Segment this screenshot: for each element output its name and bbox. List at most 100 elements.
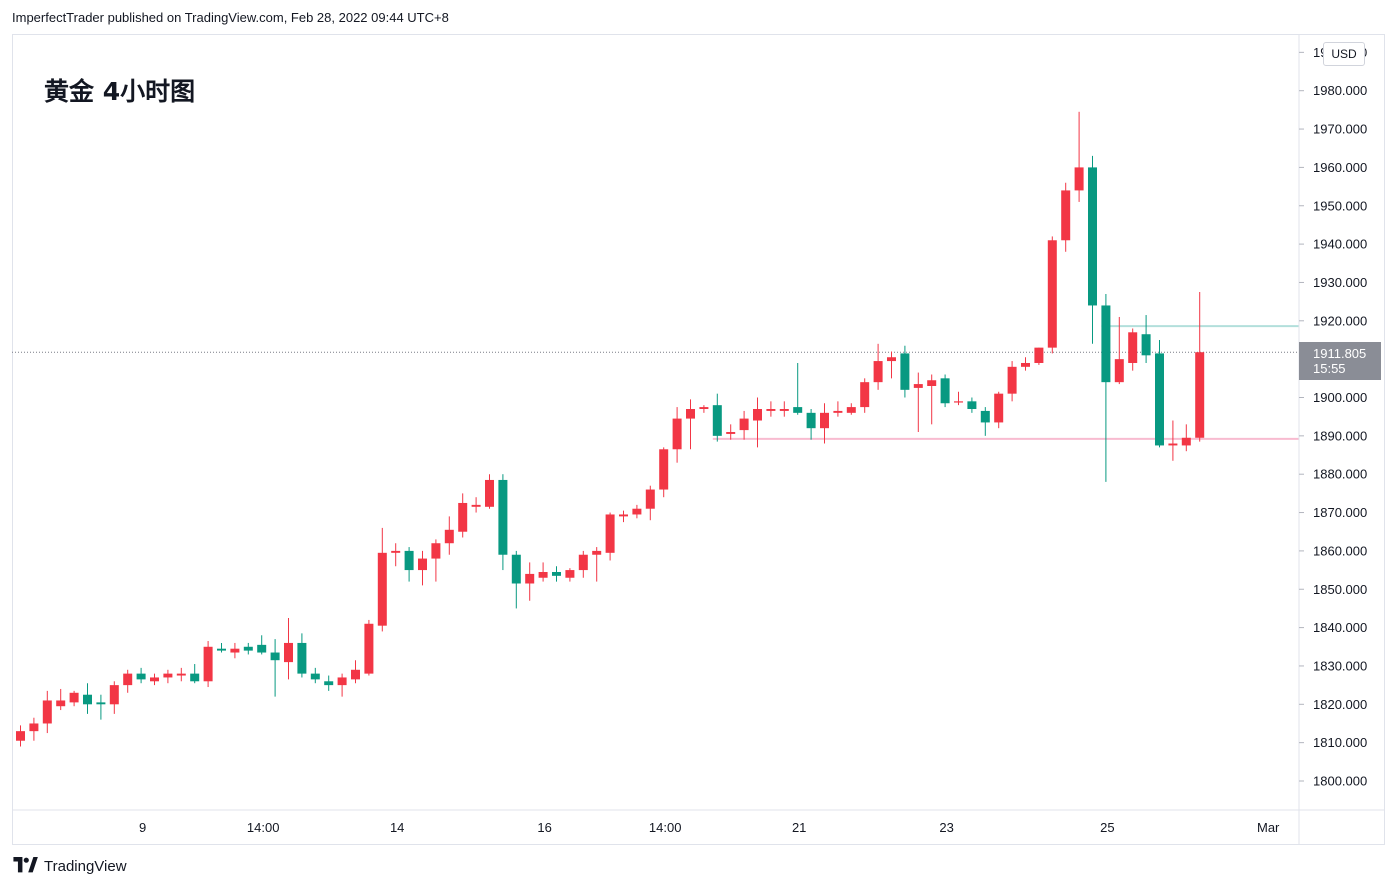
candle[interactable] [83, 683, 92, 714]
candle-body [1061, 190, 1071, 241]
candle[interactable] [485, 474, 494, 509]
candle[interactable] [940, 374, 950, 408]
candle[interactable] [257, 635, 267, 655]
candle-body [203, 646, 213, 682]
candle[interactable] [739, 410, 749, 440]
candle[interactable] [927, 374, 937, 425]
candle[interactable] [1181, 424, 1191, 452]
candle-body [552, 571, 561, 576]
candle[interactable] [619, 510, 628, 523]
candle[interactable] [592, 547, 602, 582]
candle[interactable] [351, 660, 360, 684]
candle[interactable] [1007, 361, 1017, 402]
candle[interactable] [699, 405, 709, 413]
candle[interactable] [176, 667, 186, 682]
candle[interactable] [1074, 111, 1084, 202]
candle[interactable] [310, 667, 320, 684]
candle[interactable] [1034, 347, 1044, 365]
candle[interactable] [96, 694, 106, 720]
candle[interactable] [1061, 182, 1071, 252]
candle[interactable] [846, 403, 856, 415]
candle[interactable] [324, 675, 334, 691]
candle[interactable] [431, 539, 441, 582]
candle[interactable] [712, 393, 722, 442]
candle[interactable] [538, 562, 548, 582]
candle-body [1047, 240, 1057, 348]
candle[interactable] [109, 681, 119, 714]
candle[interactable] [203, 641, 213, 688]
candle[interactable] [511, 550, 521, 609]
candle[interactable] [458, 493, 468, 538]
candle[interactable] [779, 401, 789, 417]
currency-button[interactable]: USD [1323, 42, 1365, 66]
candle[interactable] [833, 401, 843, 417]
candle[interactable] [364, 619, 374, 676]
candle[interactable] [1168, 420, 1178, 461]
candle[interactable] [42, 690, 52, 734]
candle[interactable] [418, 550, 427, 586]
candle[interactable] [230, 642, 240, 659]
candle[interactable] [766, 401, 776, 417]
candle[interactable] [753, 397, 762, 448]
candle[interactable] [645, 485, 655, 521]
candle[interactable] [16, 725, 25, 747]
candle[interactable] [605, 512, 615, 561]
candle-body [56, 700, 66, 707]
candle[interactable] [887, 351, 896, 379]
price-axis: 1800.000 1810.000 1820.000 1830.000 1840.000… [1298, 34, 1367, 845]
candle[interactable] [136, 667, 146, 684]
candle[interactable] [632, 504, 642, 519]
candle[interactable] [1114, 316, 1124, 385]
candle[interactable] [578, 550, 588, 578]
candle[interactable] [994, 391, 1004, 429]
candle[interactable] [954, 391, 963, 406]
candle[interactable] [686, 399, 695, 450]
candle[interactable] [29, 717, 39, 741]
candle[interactable] [967, 397, 977, 413]
candle[interactable] [806, 409, 816, 440]
candle[interactable] [337, 673, 347, 697]
candle[interactable] [873, 343, 883, 390]
footer-brand[interactable]: TradingView [12, 857, 127, 875]
candle[interactable] [297, 633, 307, 678]
candle[interactable] [659, 447, 669, 498]
candle[interactable] [565, 568, 575, 582]
candle[interactable] [377, 527, 387, 632]
candle[interactable] [69, 690, 79, 707]
candle[interactable] [471, 497, 481, 513]
candle[interactable] [1195, 292, 1205, 442]
candle[interactable] [391, 543, 401, 567]
candle[interactable] [913, 372, 923, 433]
candle[interactable] [900, 345, 910, 398]
candle[interactable] [498, 474, 508, 571]
candle-body [150, 677, 159, 682]
candle[interactable] [552, 566, 561, 582]
candle[interactable] [1047, 236, 1057, 354]
candle[interactable] [284, 618, 293, 680]
candle[interactable] [404, 547, 414, 582]
candle[interactable] [1141, 315, 1151, 363]
candle[interactable] [860, 378, 870, 413]
candle[interactable] [980, 407, 990, 436]
candle[interactable] [726, 424, 736, 440]
candle[interactable] [150, 673, 159, 686]
candle[interactable] [525, 562, 535, 601]
candle[interactable] [1128, 328, 1138, 371]
candle[interactable] [163, 669, 173, 684]
candle[interactable] [56, 688, 66, 711]
candle[interactable] [270, 639, 280, 697]
candle[interactable] [123, 669, 133, 693]
candle[interactable] [444, 516, 454, 555]
candle[interactable] [1021, 357, 1030, 371]
candle[interactable] [672, 407, 682, 463]
candle[interactable] [190, 664, 200, 684]
candle[interactable] [820, 403, 829, 444]
candle[interactable] [1101, 293, 1111, 482]
candle[interactable] [1088, 155, 1097, 344]
candle[interactable] [243, 642, 253, 655]
candle[interactable] [1155, 339, 1164, 448]
candle-body [1101, 305, 1111, 383]
candle[interactable] [793, 362, 803, 415]
candle[interactable] [217, 642, 226, 653]
